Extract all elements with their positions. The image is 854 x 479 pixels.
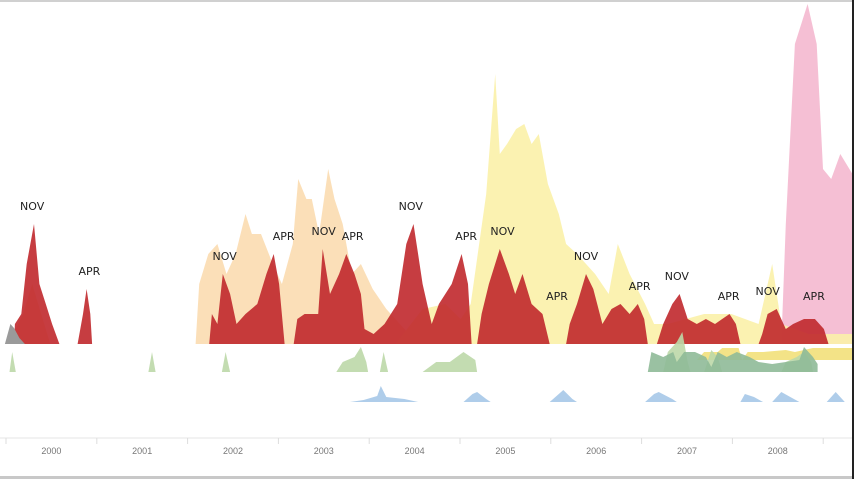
series-layer: [4, 4, 854, 402]
peak-label: NOV: [399, 200, 424, 213]
series-area-orange: [11, 169, 419, 344]
series-area-blue: [350, 386, 845, 402]
x-tick-label: 2000: [41, 446, 61, 456]
peak-label: NOV: [20, 200, 45, 213]
peak-label: NOV: [756, 285, 781, 298]
x-tick-label: 2001: [132, 446, 152, 456]
peak-label: NOV: [665, 270, 690, 283]
series-area-red: [14, 224, 854, 344]
series-area-gray: [4, 324, 25, 344]
x-tick-label: 2005: [495, 446, 515, 456]
x-axis: 2000200120022003200420052006200720082009: [0, 437, 854, 456]
series-area-darkgreen: [647, 347, 818, 372]
peak-label: APR: [803, 290, 825, 303]
bottom-border: [0, 476, 854, 479]
peak-label: APR: [273, 230, 295, 243]
peak-labels-layer: NOV APR NOV APR NOV APR NOV APR NOV APR NOV APR NOV A…: [20, 200, 854, 303]
x-tick-label: 2002: [223, 446, 243, 456]
peak-label: APR: [78, 265, 100, 278]
right-border: [852, 0, 854, 479]
x-tick-label: 2008: [768, 446, 788, 456]
x-tick-label: 2007: [677, 446, 697, 456]
series-area-pink: [781, 4, 854, 344]
peak-label: NOV: [312, 225, 337, 238]
peak-label: APR: [342, 230, 364, 243]
x-tick-label: 2003: [314, 446, 334, 456]
peak-label: APR: [455, 230, 477, 243]
x-tick-label: 2004: [405, 446, 425, 456]
peak-label: APR: [546, 290, 568, 303]
series-area-yellow: [395, 74, 854, 344]
peak-label: NOV: [213, 250, 238, 263]
x-tick-label: 2006: [586, 446, 606, 456]
peak-label: APR: [629, 280, 651, 293]
top-border: [0, 0, 854, 2]
peak-label: APR: [718, 290, 740, 303]
peak-label: NOV: [574, 250, 599, 263]
peak-label: NOV: [490, 225, 515, 238]
